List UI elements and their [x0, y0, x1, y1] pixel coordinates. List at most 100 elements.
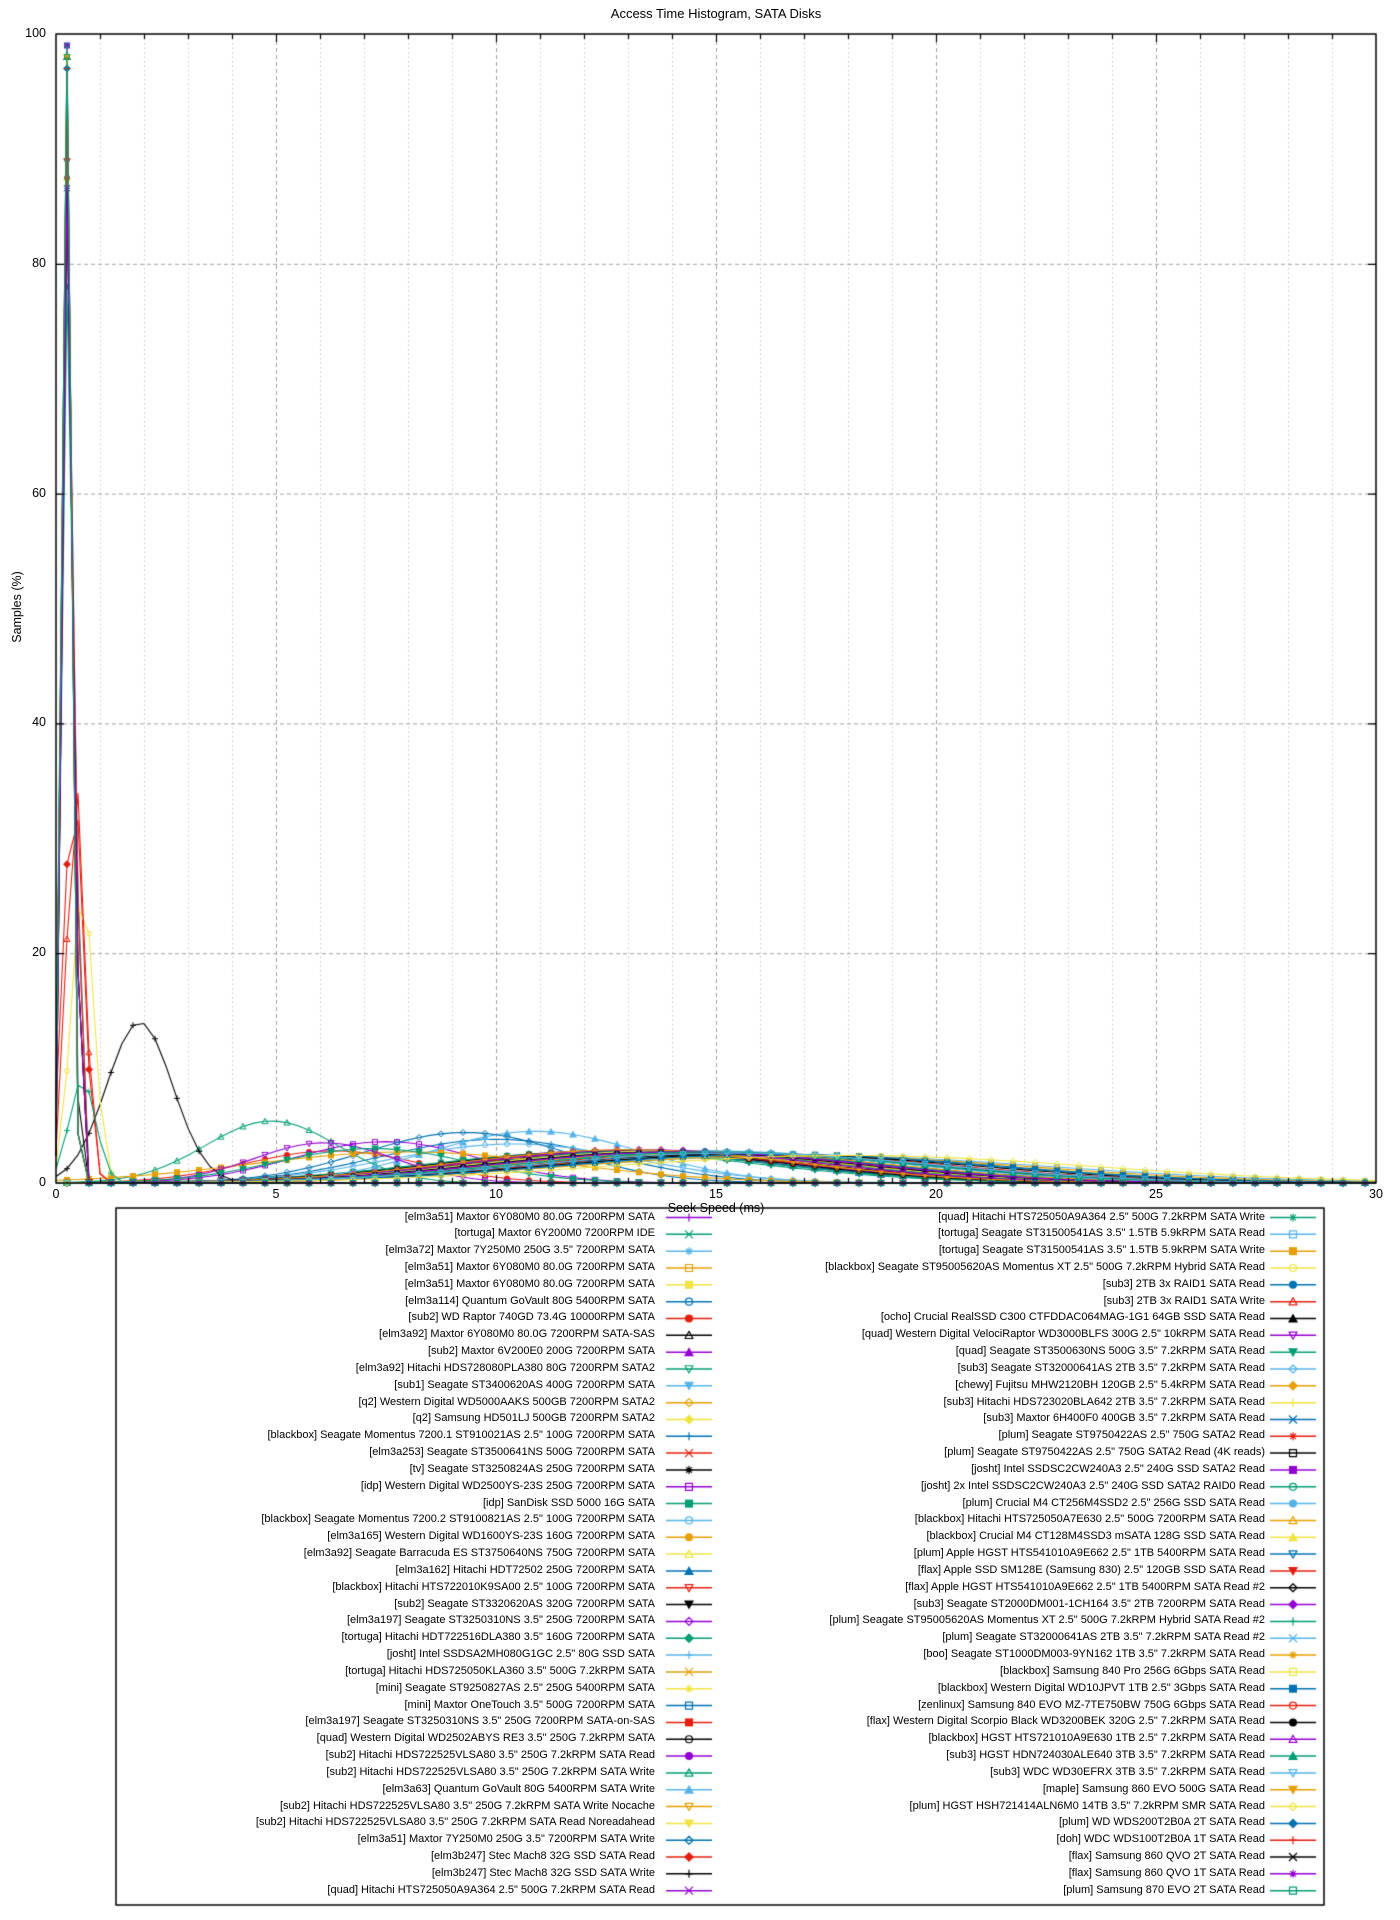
x-tick-label: 25 — [1149, 1187, 1163, 1201]
legend-label: [flax] Samsung 860 QVO 1T SATA Read — [1068, 1866, 1265, 1879]
legend-label: [sub2] WD Raptor 740GD 73.4G 10000RPM SA… — [408, 1311, 655, 1324]
legend-label: [ocho] Crucial RealSSD C300 CTFDDAC064MA… — [880, 1311, 1265, 1324]
legend-label: [sub3] Maxtor 6H400F0 400GB 3.5" 7.2kRPM… — [983, 1412, 1265, 1425]
legend-label: [elm3a63] Quantum GoVault 80G 5400RPM SA… — [382, 1782, 655, 1795]
legend-label: [sub2] Maxtor 6V200E0 200G 7200RPM SATA — [427, 1345, 655, 1358]
legend-label: [mini] Seagate ST9250827AS 2.5" 250G 540… — [375, 1681, 655, 1694]
legend-label: [plum] Samsung 870 EVO 2T SATA Read — [1063, 1883, 1265, 1896]
legend-label: [plum] HGST HSH721414ALN6M0 14TB 3.5" 7.… — [909, 1799, 1265, 1812]
x-tick-label: 30 — [1369, 1187, 1383, 1201]
legend-label: [quad] Western Digital WD2502ABYS RE3 3.… — [316, 1732, 655, 1745]
legend-label: [sub3] 2TB 3x RAID1 SATA Read — [1102, 1277, 1265, 1290]
y-tick-label: 0 — [39, 1175, 46, 1189]
legend-label: [sub2] Seagate ST3320620AS 320G 7200RPM … — [394, 1597, 655, 1610]
legend-label: [flax] Apple HGST HTS541010A9E662 2.5" 1… — [905, 1580, 1265, 1593]
legend-label: [elm3a253] Seagate ST3500641NS 500G 7200… — [369, 1446, 655, 1459]
legend-label: [q2] Samsung HD501LJ 500GB 7200RPM SATA2 — [412, 1412, 655, 1425]
legend-label: [flax] Samsung 860 QVO 2T SATA Read — [1068, 1850, 1265, 1863]
legend-label: [elm3a51] Maxtor 6Y080M0 80.0G 7200RPM S… — [404, 1277, 655, 1290]
legend-label: [sub3] Seagate ST2000DM001-1CH164 3.5" 2… — [913, 1597, 1265, 1610]
legend-label: [sub3] WDC WD30EFRX 3TB 3.5" 7.2kRPM SAT… — [990, 1765, 1265, 1778]
legend-label: [quad] Hitachi HTS725050A9A364 2.5" 500G… — [938, 1210, 1265, 1223]
y-tick-label: 100 — [25, 26, 46, 40]
legend-label: [elm3a197] Seagate ST3250310NS 3.5" 250G… — [346, 1614, 655, 1627]
legend-label: [elm3a51] Maxtor 6Y080M0 80.0G 7200RPM S… — [404, 1260, 655, 1273]
legend-label: [elm3a92] Seagate Barracuda ES ST3750640… — [303, 1547, 655, 1560]
legend-label: [tortuga] Hitachi HDS725050KLA360 3.5" 5… — [345, 1664, 655, 1677]
legend-label: [sub3] HGST HDN724030ALE640 3TB 3.5" 7.2… — [946, 1749, 1265, 1762]
legend-label: [elm3a162] Hitachi HDT72502 250G 7200RPM… — [395, 1563, 655, 1576]
legend-label: [idp] SanDisk SSD 5000 16G SATA — [482, 1496, 655, 1509]
legend-label: [plum] WD WDS200T2B0A 2T SATA Read — [1058, 1816, 1265, 1829]
legend-label: [elm3a51] Maxtor 7Y250M0 250G 3.5" 7200R… — [357, 1833, 655, 1846]
legend-label: [blackbox] Samsung 840 Pro 256G 6Gbps SA… — [1000, 1664, 1265, 1677]
legend-label: [plum] Seagate ST95005620AS Momentus XT … — [829, 1614, 1265, 1627]
legend-label: [chewy] Fujitsu MHW2120BH 120GB 2.5" 5.4… — [955, 1378, 1265, 1391]
legend-label: [sub2] Hitachi HDS722525VLSA80 3.5" 250G… — [279, 1799, 655, 1812]
y-tick-label: 20 — [32, 945, 46, 960]
legend-label: [zenlinux] Samsung 840 EVO MZ-7TE750BW 7… — [918, 1698, 1265, 1711]
legend-label: [tortuga] Hitachi HDT722516DLA380 3.5" 1… — [341, 1631, 656, 1644]
legend-label: [sub3] Hitachi HDS723020BLA642 2TB 3.5" … — [943, 1395, 1265, 1408]
y-axis-label: Samples (%) — [10, 571, 24, 643]
legend-label: [blackbox] Crucial M4 CT128M4SSD3 mSATA … — [926, 1530, 1266, 1543]
legend-label: [sub3] 2TB 3x RAID1 SATA Write — [1103, 1294, 1265, 1307]
legend-label: [maple] Samsung 860 EVO 500G SATA Read — [1042, 1782, 1265, 1795]
chart-title: Access Time Histogram, SATA Disks — [610, 6, 822, 21]
legend-label: [flax] Apple SSD SM128E (Samsung 830) 2.… — [917, 1563, 1265, 1576]
legend-label: [plum] Seagate ST9750422AS 2.5" 750G SAT… — [998, 1429, 1265, 1442]
y-tick-label: 40 — [32, 715, 46, 730]
legend-label: [idp] Western Digital WD2500YS-23S 250G … — [360, 1479, 655, 1492]
legend-label: [sub2] Hitachi HDS722525VLSA80 3.5" 250G… — [326, 1765, 655, 1778]
legend-label: [blackbox] Seagate Momentus 7200.1 ST910… — [267, 1429, 655, 1442]
x-tick-label: 0 — [52, 1187, 60, 1201]
legend-label: [sub2] Hitachi HDS722525VLSA80 3.5" 250G… — [255, 1816, 655, 1829]
legend-label: [josht] Intel SSDSC2CW240A3 2.5" 240G SS… — [971, 1462, 1265, 1475]
legend-label: [sub2] Hitachi HDS722525VLSA80 3.5" 250G… — [325, 1749, 655, 1762]
y-tick-label: 80 — [32, 255, 46, 270]
legend-label: [josht] Intel SSDSA2MH080G1GC 2.5" 80G S… — [386, 1648, 655, 1661]
legend-label: [blackbox] Hitachi HTS725050A7E630 2.5" … — [914, 1513, 1265, 1526]
legend-label: [blackbox] Western Digital WD10JPVT 1TB … — [937, 1681, 1265, 1694]
legend-label: [doh] WDC WDS100T2B0A 1T SATA Read — [1056, 1833, 1265, 1846]
legend-label: [flax] Western Digital Scorpio Black WD3… — [866, 1715, 1265, 1728]
legend-label: [blackbox] Seagate ST95005620AS Momentus… — [825, 1260, 1265, 1273]
legend-label: [boo] Seagate ST1000DM003-9YN162 1TB 3.5… — [923, 1648, 1265, 1661]
legend-label: [tv] Seagate ST3250824AS 250G 7200RPM SA… — [409, 1462, 655, 1475]
legend-label: [quad] Hitachi HTS725050A9A364 2.5" 500G… — [327, 1883, 655, 1896]
x-tick-label: 15 — [709, 1187, 723, 1201]
y-tick-label: 60 — [32, 485, 46, 500]
legend-label: [elm3a72] Maxtor 7Y250M0 250G 3.5" 7200R… — [385, 1244, 655, 1257]
legend-label: [elm3a92] Maxtor 6Y080M0 80.0G 7200RPM S… — [379, 1328, 655, 1341]
legend-label: [sub3] Seagate ST32000641AS 2TB 3.5" 7.2… — [957, 1361, 1265, 1374]
legend-label: [sub1] Seagate ST3400620AS 400G 7200RPM … — [394, 1378, 655, 1391]
x-tick-label: 10 — [489, 1187, 503, 1201]
legend-label: [elm3a197] Seagate ST3250310NS 3.5" 250G… — [305, 1715, 655, 1728]
legend-label: [plum] Crucial M4 CT256M4SSD2 2.5" 256G … — [962, 1496, 1265, 1509]
legend-label: [quad] Western Digital VelociRaptor WD30… — [861, 1328, 1265, 1341]
legend-label: [tortuga] Maxtor 6Y200M0 7200RPM IDE — [454, 1227, 655, 1240]
legend-label: [elm3a165] Western Digital WD1600YS-23S … — [327, 1530, 655, 1543]
legend-label: [elm3a92] Hitachi HDS728080PLA380 80G 72… — [355, 1361, 655, 1374]
legend-label: [plum] Seagate ST9750422AS 2.5" 750G SAT… — [944, 1446, 1265, 1459]
legend-label: [elm3a114] Quantum GoVault 80G 5400RPM S… — [405, 1294, 655, 1307]
legend-label: [elm3a51] Maxtor 6Y080M0 80.0G 7200RPM S… — [404, 1210, 655, 1223]
x-tick-label: 5 — [272, 1187, 280, 1201]
legend-label: [q2] Western Digital WD5000AAKS 500GB 72… — [358, 1395, 655, 1408]
legend-label: [plum] Seagate ST32000641AS 2TB 3.5" 7.2… — [942, 1631, 1265, 1644]
legend-label: [elm3b247] Stec Mach8 32G SSD SATA Read — [431, 1850, 655, 1863]
legend-label: [quad] Seagate ST3500630NS 500G 3.5" 7.2… — [955, 1345, 1265, 1358]
legend-label: [blackbox] Hitachi HTS722010K9SA00 2.5" … — [332, 1580, 655, 1593]
x-tick-label: 20 — [929, 1187, 943, 1201]
legend-label: [tortuga] Seagate ST31500541AS 3.5" 1.5T… — [938, 1227, 1265, 1240]
legend-label: [plum] Apple HGST HTS541010A9E662 2.5" 1… — [913, 1547, 1265, 1560]
legend-label: [tortuga] Seagate ST31500541AS 3.5" 1.5T… — [938, 1244, 1265, 1257]
legend-label: [elm3b247] Stec Mach8 32G SSD SATA Write — [431, 1866, 655, 1879]
legend-label: [blackbox] HGST HTS721010A9E630 1TB 2.5"… — [928, 1732, 1265, 1745]
legend-label: [josht] 2x Intel SSDSC2CW240A3 2.5" 240G… — [920, 1479, 1265, 1492]
legend-label: [mini] Maxtor OneTouch 3.5" 500G 7200RPM… — [404, 1698, 656, 1711]
x-axis-label: Seek Speed (ms) — [667, 1201, 765, 1215]
legend-label: [blackbox] Seagate Momentus 7200.2 ST910… — [261, 1513, 655, 1526]
